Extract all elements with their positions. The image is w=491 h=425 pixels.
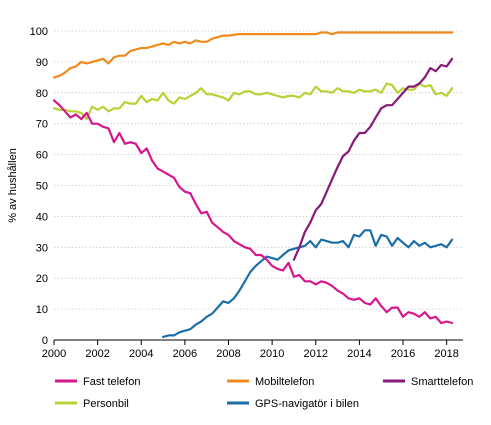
y-tick-label: 40	[36, 211, 48, 223]
y-tick-label: 80	[36, 88, 48, 100]
x-tick-label: 2010	[260, 348, 284, 360]
legend-label: Personbil	[83, 398, 129, 410]
x-axis-ticks: 2000 2002 2004 2006 2008 2010 2012 2014 2016 2018	[42, 340, 459, 360]
series-line-0	[52, 99, 454, 325]
legend-label: Smarttelefon	[411, 376, 473, 388]
series-line-2	[292, 57, 454, 261]
x-tick-label: 2000	[42, 348, 66, 360]
y-tick-label: 90	[36, 57, 48, 69]
legend-label: Fast telefon	[83, 376, 140, 388]
x-tick-label: 2008	[216, 348, 240, 360]
y-tick-label: 10	[36, 304, 48, 316]
y-tick-label: 70	[36, 119, 48, 131]
series-line-4	[162, 229, 454, 338]
series-line-1	[52, 31, 454, 79]
x-tick-label: 2016	[391, 348, 415, 360]
x-tick-label: 2002	[85, 348, 109, 360]
y-tick-label: 60	[36, 150, 48, 162]
y-tick-label: 20	[36, 273, 48, 285]
legend: Fast telefon Mobiltelefon Smarttelefon Pers…	[55, 376, 473, 410]
y-tick-label: 50	[36, 181, 48, 193]
legend-label: Mobiltelefon	[255, 376, 314, 388]
x-tick-label: 2012	[304, 348, 328, 360]
x-tick-label: 2004	[129, 348, 153, 360]
y-tick-label: 30	[36, 242, 48, 254]
series-line-3	[52, 82, 454, 121]
y-axis-title: % av hushållen	[7, 148, 19, 223]
x-tick-label: 2018	[434, 348, 458, 360]
x-tick-label: 2014	[347, 348, 371, 360]
y-tick-label: 100	[30, 26, 48, 38]
legend-label: GPS-navigatör i bilen	[255, 398, 359, 410]
y-tick-label: 0	[42, 335, 48, 347]
x-tick-label: 2006	[173, 348, 197, 360]
y-axis-ticks: 0 10 20 30 40 50 60 70 80 90 100	[30, 26, 48, 347]
gridlines	[54, 30, 463, 310]
series-lines	[52, 31, 454, 338]
